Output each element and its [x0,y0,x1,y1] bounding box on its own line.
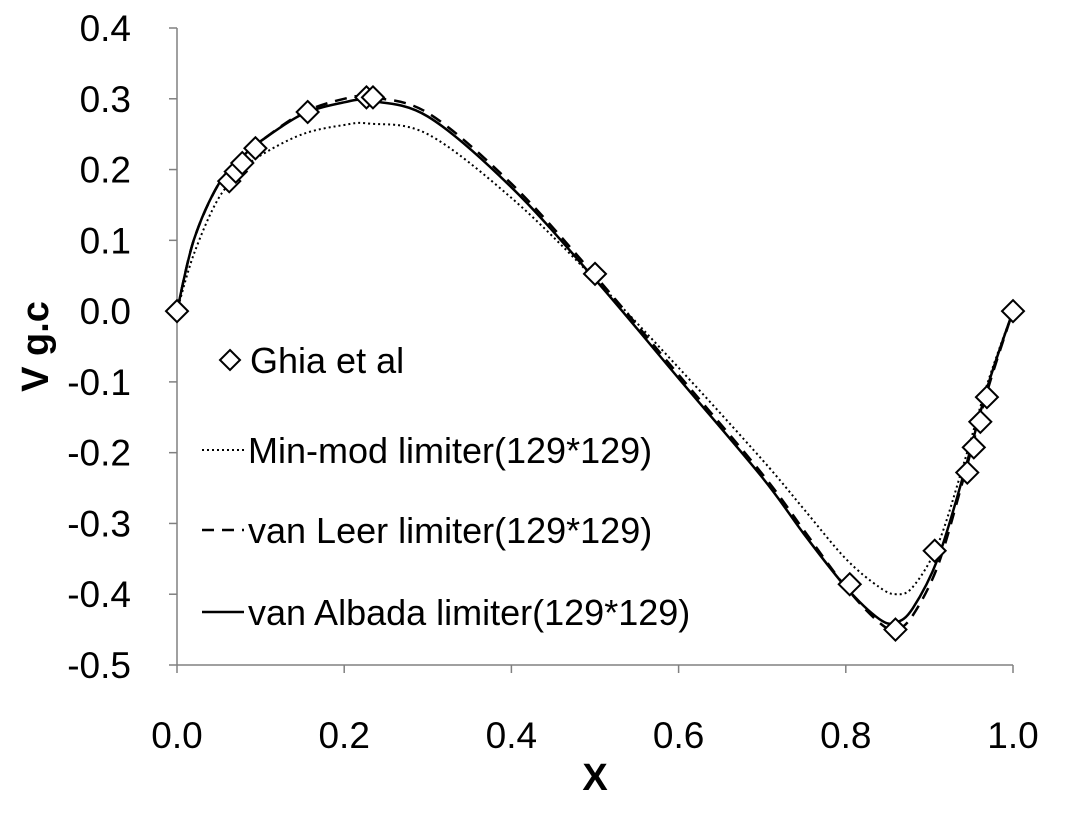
data-point-diamond [360,84,386,110]
series-line-dotted [176,121,1014,596]
y-ticks: 0.4 0.3 0.2 0.1 0.0 -0.1 -0.2 -0.3 -0.4 -0.5 [67,8,177,686]
x-tick-label: 0.4 [486,715,537,756]
data-point-diamond [974,384,1000,410]
y-tick-label: 0.3 [80,79,131,120]
data-point-diamond [295,99,321,125]
legend-label-van-albada: van Albada limiter(129*129) [248,592,690,633]
legend-item-ghia: Ghia et al [218,340,404,381]
data-point-diamond [1000,298,1026,324]
legend: Ghia et al Min-mod limiter(129*129) van … [202,340,690,633]
legend-diamond-marker [218,348,242,372]
y-tick-label: -0.2 [67,433,131,474]
y-tick-label: -0.1 [67,362,131,403]
y-tick-label: 0.4 [80,8,131,49]
x-tick-label: 0.6 [653,715,704,756]
axes: 0.40.30.20.10.0-0.1-0.2-0.3-0.4-0.5 0.0 0… [67,8,1038,756]
data-point-diamond [922,538,948,564]
series-layer [164,84,1026,642]
data-point-diamond [967,409,993,435]
x-tick-label: 0.2 [318,715,369,756]
y-tick-label: -0.3 [67,503,131,544]
legend-label-van-leer: van Leer limiter(129*129) [248,510,652,551]
x-tick-label: 0.0 [151,715,202,756]
y-axis-title: V g.c [15,301,57,392]
data-point-diamond [582,261,608,287]
legend-label-ghia: Ghia et al [250,340,404,381]
y-tick-label: 0.2 [80,150,131,191]
x-tick-label: 0.8 [820,715,871,756]
y-tick-label: 0.1 [80,220,131,261]
data-point-diamond [883,617,908,642]
data-point-diamond [229,150,255,176]
legend-item-min-mod: Min-mod limiter(129*129) [202,430,652,471]
legend-label-min-mod: Min-mod limiter(129*129) [248,430,652,471]
data-point-diamond [954,460,980,485]
data-point-diamond [837,571,863,597]
legend-item-van-leer: van Leer limiter(129*129) [202,510,652,551]
data-point-diamond [243,135,268,161]
legend-item-van-albada: van Albada limiter(129*129) [202,592,690,633]
x-ticks: 0.0 0.2 0.4 0.6 0.8 1.0 [151,665,1039,756]
data-point-diamond [164,298,190,324]
x-axis-title: X [582,757,608,799]
x-tick-label: 1.0 [987,715,1038,756]
y-tick-label: -0.5 [67,645,131,686]
y-tick-label: 0.0 [80,291,131,332]
y-tick-label: -0.4 [67,574,131,615]
data-point-diamond [961,434,987,460]
